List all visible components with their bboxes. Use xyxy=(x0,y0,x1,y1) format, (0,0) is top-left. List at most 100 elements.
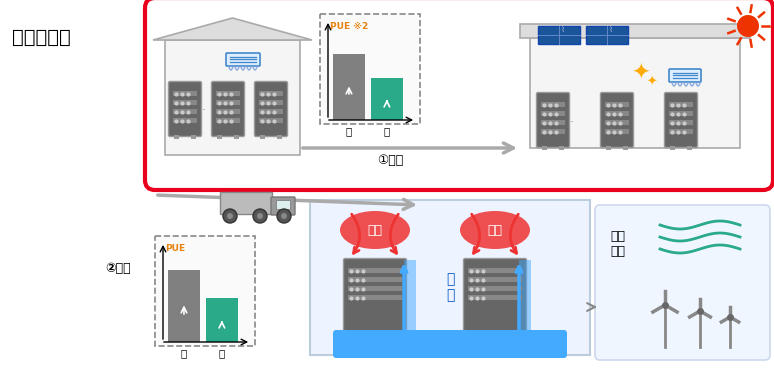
Bar xyxy=(174,135,179,139)
Text: イメージ図: イメージ図 xyxy=(12,28,70,47)
Bar xyxy=(216,118,240,123)
Bar xyxy=(606,146,611,150)
Bar xyxy=(348,277,402,282)
Bar xyxy=(260,135,265,139)
Text: PUE ※2: PUE ※2 xyxy=(330,22,368,31)
Text: ⌇: ⌇ xyxy=(609,25,613,33)
Bar xyxy=(259,109,283,114)
Text: ⌇: ⌇ xyxy=(561,25,565,33)
Bar xyxy=(519,260,531,345)
Bar xyxy=(333,54,365,120)
Bar xyxy=(396,330,401,334)
Bar xyxy=(605,102,629,107)
FancyBboxPatch shape xyxy=(271,197,295,215)
Bar xyxy=(669,111,693,116)
Bar xyxy=(216,91,240,96)
Bar xyxy=(320,14,420,124)
Bar xyxy=(191,135,196,139)
Bar xyxy=(173,109,197,114)
Circle shape xyxy=(277,209,291,223)
Text: 排熱: 排熱 xyxy=(368,224,382,237)
Bar xyxy=(541,102,565,107)
Text: ✦: ✦ xyxy=(631,64,649,84)
Polygon shape xyxy=(153,18,312,40)
Bar xyxy=(605,129,629,134)
Circle shape xyxy=(253,209,267,223)
Ellipse shape xyxy=(340,211,410,249)
Circle shape xyxy=(281,213,287,219)
Bar xyxy=(538,26,580,44)
Bar xyxy=(687,146,692,150)
Text: 冷
気: 冷 気 xyxy=(446,272,454,302)
Circle shape xyxy=(257,213,263,219)
Text: 前: 前 xyxy=(346,126,352,136)
Bar xyxy=(155,236,255,346)
Text: ...: ... xyxy=(196,102,207,112)
Bar xyxy=(542,146,547,150)
Bar xyxy=(605,111,629,116)
Text: 前: 前 xyxy=(181,348,187,358)
Bar xyxy=(605,120,629,125)
Bar xyxy=(468,286,522,291)
Bar xyxy=(216,100,240,105)
Text: PUE: PUE xyxy=(165,244,185,253)
Bar xyxy=(404,260,416,345)
Bar xyxy=(168,270,200,342)
Bar xyxy=(623,146,628,150)
Bar xyxy=(217,135,222,139)
Bar xyxy=(669,120,693,125)
Bar xyxy=(586,26,628,44)
Bar xyxy=(277,135,282,139)
Text: ②移設: ②移設 xyxy=(105,262,131,275)
Bar xyxy=(220,192,272,214)
Circle shape xyxy=(227,213,233,219)
FancyBboxPatch shape xyxy=(255,81,287,137)
FancyBboxPatch shape xyxy=(464,259,526,331)
Bar xyxy=(468,277,522,282)
Bar xyxy=(669,102,693,107)
FancyBboxPatch shape xyxy=(536,93,570,148)
Bar xyxy=(276,200,290,209)
Bar xyxy=(541,129,565,134)
Bar xyxy=(516,330,521,334)
Bar xyxy=(670,146,675,150)
Bar xyxy=(173,100,197,105)
Bar xyxy=(541,111,565,116)
FancyBboxPatch shape xyxy=(211,81,245,137)
FancyBboxPatch shape xyxy=(145,0,773,190)
Text: 後: 後 xyxy=(384,126,390,136)
Bar xyxy=(173,118,197,123)
Bar xyxy=(259,91,283,96)
FancyBboxPatch shape xyxy=(226,53,260,66)
Bar xyxy=(206,298,238,342)
Bar xyxy=(259,100,283,105)
Bar xyxy=(468,268,522,273)
Bar xyxy=(559,146,564,150)
Bar xyxy=(310,200,590,355)
FancyBboxPatch shape xyxy=(333,330,567,358)
Bar xyxy=(216,109,240,114)
Text: ✦: ✦ xyxy=(647,76,657,89)
Text: 排熱: 排熱 xyxy=(488,224,502,237)
Circle shape xyxy=(737,15,759,37)
Polygon shape xyxy=(520,24,750,38)
Bar xyxy=(173,91,197,96)
Bar xyxy=(530,38,740,148)
FancyBboxPatch shape xyxy=(169,81,201,137)
Text: 後: 後 xyxy=(219,348,225,358)
FancyBboxPatch shape xyxy=(601,93,633,148)
FancyBboxPatch shape xyxy=(344,259,406,331)
Bar xyxy=(348,295,402,300)
Bar xyxy=(371,78,402,120)
Bar xyxy=(348,268,402,273)
Bar xyxy=(349,330,354,334)
FancyBboxPatch shape xyxy=(595,205,770,360)
Bar xyxy=(259,118,283,123)
Text: 電力
供給: 電力 供給 xyxy=(610,230,625,258)
FancyBboxPatch shape xyxy=(665,93,697,148)
Bar xyxy=(468,295,522,300)
Bar xyxy=(234,135,239,139)
Bar xyxy=(348,286,402,291)
Circle shape xyxy=(223,209,237,223)
Text: ...: ... xyxy=(563,114,574,124)
